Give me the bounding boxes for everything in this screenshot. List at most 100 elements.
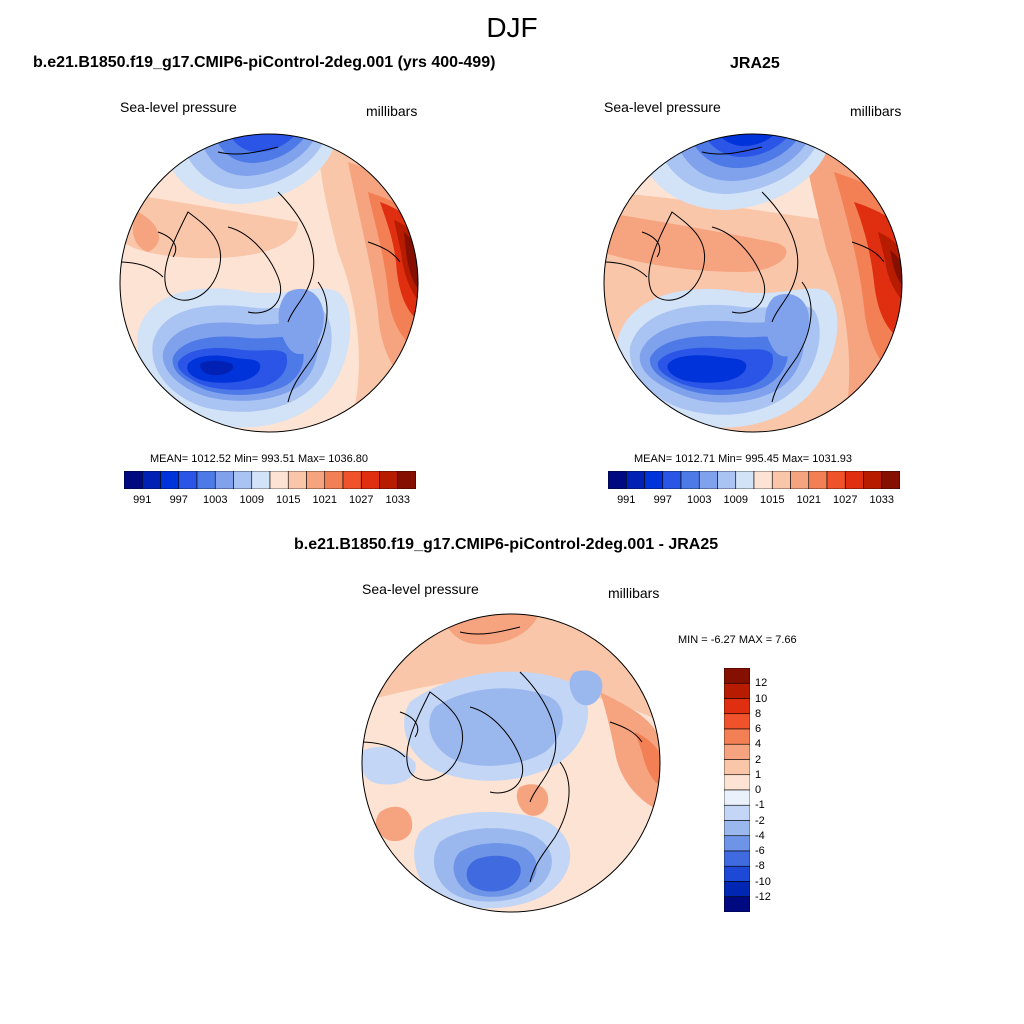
panel2-colorbar-labels: 991 997 1003 1009 1015 1021 1027 1033 xyxy=(608,494,900,508)
colorbar-swatch xyxy=(214,471,234,489)
panel1-colorbar xyxy=(124,471,416,489)
colorbar-tick-label: 1003 xyxy=(687,494,712,506)
colorbar-swatch xyxy=(724,774,750,791)
colorbar-swatch xyxy=(724,698,750,715)
colorbar-tick-label: -6 xyxy=(755,845,765,857)
colorbar-swatch xyxy=(251,471,271,489)
colorbar-tick-label: 997 xyxy=(169,494,188,506)
colorbar-swatch xyxy=(771,471,791,489)
colorbar-swatch xyxy=(124,471,143,489)
colorbar-swatch xyxy=(753,471,773,489)
colorbar-swatch xyxy=(724,804,750,821)
colorbar-swatch xyxy=(724,728,750,745)
colorbar-swatch xyxy=(698,471,718,489)
colorbar-swatch xyxy=(724,881,750,898)
colorbar-tick-label: 1009 xyxy=(723,494,748,506)
colorbar-swatch xyxy=(269,471,289,489)
colorbar-swatch xyxy=(724,820,750,837)
colorbar-swatch xyxy=(724,850,750,867)
colorbar-tick-label: -8 xyxy=(755,860,765,873)
colorbar-swatch xyxy=(608,471,627,489)
colorbar-swatch xyxy=(717,471,737,489)
colorbar-swatch xyxy=(662,471,682,489)
colorbar-swatch xyxy=(233,471,253,489)
colorbar-swatch xyxy=(324,471,344,489)
panel2-map xyxy=(603,133,903,433)
colorbar-swatch xyxy=(724,743,750,760)
colorbar-tick-label: 1015 xyxy=(760,494,785,506)
colorbar-tick-label: 0 xyxy=(755,784,762,796)
colorbar-tick-label: -1 xyxy=(755,799,765,812)
colorbar-swatch xyxy=(360,471,380,489)
colorbar-tick-label: 6 xyxy=(755,723,762,735)
panel1-right-label: millibars xyxy=(366,103,418,119)
colorbar-swatch xyxy=(808,471,828,489)
colorbar-swatch xyxy=(863,471,883,489)
colorbar-swatch xyxy=(724,865,750,882)
colorbar-swatch xyxy=(881,471,900,489)
colorbar-swatch xyxy=(625,471,645,489)
panel3-colorbar-labels: 12 10 8 6 4 2 1 0 -1 -2 -4 -6 -8 -10 -12 xyxy=(755,668,795,912)
colorbar-swatch xyxy=(680,471,700,489)
colorbar-swatch xyxy=(844,471,864,489)
colorbar-swatch xyxy=(735,471,755,489)
colorbar-tick-label: 8 xyxy=(755,707,762,720)
colorbar-tick-label: -10 xyxy=(755,875,771,888)
colorbar-swatch xyxy=(724,759,750,776)
panel3-colorbar xyxy=(724,668,750,912)
colorbar-tick-label: 1021 xyxy=(312,494,337,506)
colorbar-tick-label: 10 xyxy=(755,692,768,705)
panel1-map xyxy=(119,133,419,433)
colorbar-tick-label: 997 xyxy=(653,494,672,506)
figure-title: DJF xyxy=(486,12,538,43)
panel1-title: b.e21.B1850.f19_g17.CMIP6-piControl-2deg… xyxy=(33,54,496,71)
panel2-title: JRA25 xyxy=(730,55,780,72)
colorbar-swatch xyxy=(379,471,399,489)
colorbar-tick-label: 1033 xyxy=(869,494,894,506)
colorbar-swatch xyxy=(306,471,326,489)
panel2-stats: MEAN= 1012.71 Min= 995.45 Max= 1031.93 xyxy=(634,453,853,465)
colorbar-tick-label: 991 xyxy=(133,494,152,506)
colorbar-tick-label: -2 xyxy=(755,814,765,827)
colorbar-tick-label: 991 xyxy=(617,494,636,506)
panel3-title: b.e21.B1850.f19_g17.CMIP6-piControl-2deg… xyxy=(294,536,719,553)
panel1-stats: MEAN= 1012.52 Min= 993.51 Max= 1036.80 xyxy=(150,453,369,465)
colorbar-swatch xyxy=(160,471,180,489)
panel1-left-label: Sea-level pressure xyxy=(120,99,237,115)
colorbar-swatch xyxy=(724,682,750,699)
colorbar-tick-label: -12 xyxy=(755,890,771,903)
colorbar-swatch xyxy=(724,789,750,806)
colorbar-swatch xyxy=(724,896,750,912)
colorbar-tick-label: 4 xyxy=(755,738,762,751)
colorbar-swatch xyxy=(724,835,750,852)
colorbar-tick-label: 1027 xyxy=(833,494,858,506)
colorbar-swatch xyxy=(397,471,416,489)
colorbar-swatch xyxy=(196,471,216,489)
colorbar-tick-label: 1003 xyxy=(203,494,228,506)
panel3-map xyxy=(361,613,661,913)
colorbar-tick-label: 1033 xyxy=(385,494,410,506)
panel2-right-label: millibars xyxy=(850,103,902,119)
colorbar-tick-label: 1027 xyxy=(349,494,374,506)
colorbar-swatch xyxy=(724,668,750,684)
colorbar-swatch xyxy=(826,471,846,489)
panel1-colorbar-labels: 991 997 1003 1009 1015 1021 1027 1033 xyxy=(124,494,416,508)
colorbar-swatch xyxy=(644,471,664,489)
panel3-stats: MIN = -6.27 MAX = 7.66 xyxy=(678,634,797,646)
panel2-left-label: Sea-level pressure xyxy=(604,99,721,115)
colorbar-tick-label: 12 xyxy=(755,677,768,690)
colorbar-tick-label: 1 xyxy=(755,768,762,781)
panel2-colorbar xyxy=(608,471,900,489)
colorbar-tick-label: 1021 xyxy=(796,494,821,506)
colorbar-swatch xyxy=(790,471,810,489)
colorbar-swatch xyxy=(141,471,161,489)
colorbar-swatch xyxy=(287,471,307,489)
panel3-right-label: millibars xyxy=(608,585,660,601)
colorbar-tick-label: 1015 xyxy=(276,494,301,506)
colorbar-swatch xyxy=(724,713,750,730)
colorbar-swatch xyxy=(342,471,362,489)
panel3-left-label: Sea-level pressure xyxy=(362,581,479,597)
colorbar-tick-label: 1009 xyxy=(239,494,264,506)
colorbar-tick-label: 2 xyxy=(755,753,762,766)
colorbar-swatch xyxy=(178,471,198,489)
